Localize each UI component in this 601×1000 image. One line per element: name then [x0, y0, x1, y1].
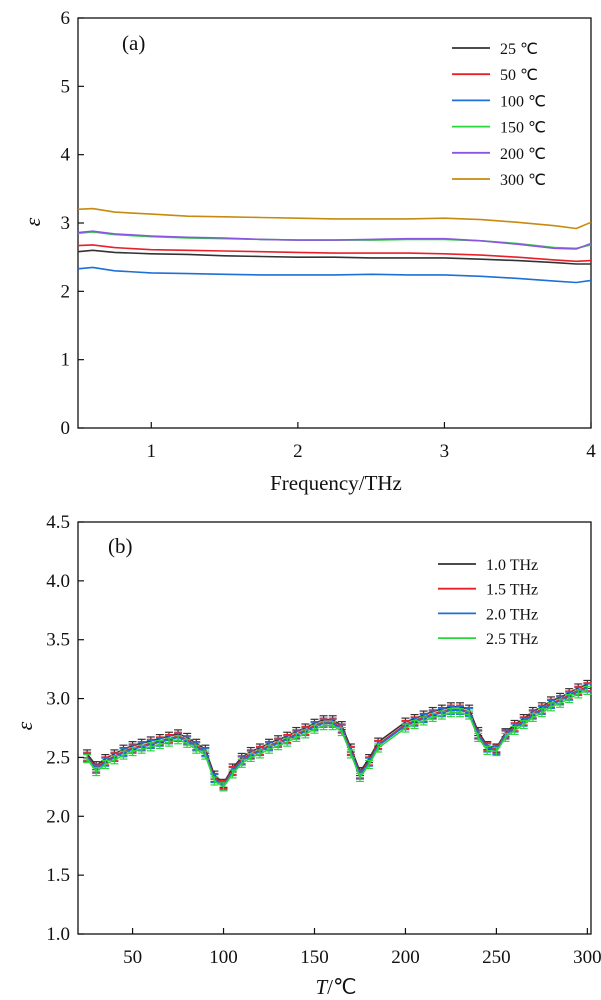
panel-b-y-axis: 1.0 1.5 2.0 2.5 3.0 3.5 4.0 4.5: [46, 512, 84, 945]
panel-a-legend: 25 ℃ 50 ℃ 100 ℃ 150 ℃ 200 ℃ 300 ℃: [452, 41, 546, 189]
x-tick-label: 2: [293, 441, 303, 462]
legend-label: 1.0 THz: [486, 557, 538, 574]
panel-b-x-axis-title: T/℃: [315, 975, 356, 999]
x-tick-label: 300: [573, 947, 601, 968]
y-tick-label: 2.0: [46, 806, 70, 827]
panel-b-legend: 1.0 THz 1.5 THz 2.0 THz 2.5 THz: [438, 557, 538, 648]
panel-a-y-axis: 0 1 2 3 4 5 6: [61, 8, 84, 439]
y-tick-label: 4: [61, 145, 71, 166]
panel-a-chart: 0 1 2 3 4 5 6 1 2 3 4 (a) Frequency/THz ε 25 ℃ 50 …: [20, 8, 596, 495]
y-tick-label: 0: [61, 418, 71, 439]
panel-b-x-axis: 50 100 150 200 250 300: [123, 928, 601, 968]
panel-b-series-group: [83, 679, 592, 792]
panel-a-label: (a): [122, 31, 145, 55]
legend-label: 100 ℃: [500, 93, 546, 110]
series-line-2.5-THz: [86, 689, 588, 788]
panel-a-x-axis: 1 2 3 4: [147, 422, 596, 462]
series-line-200: [77, 230, 592, 250]
legend-label: 25 ℃: [500, 41, 538, 58]
y-tick-label: 3: [61, 213, 71, 234]
x-tick-label: 4: [586, 441, 596, 462]
y-tick-label: 2.5: [46, 747, 70, 768]
legend-label: 150 ℃: [500, 120, 546, 137]
x-tick-label: 50: [123, 947, 142, 968]
x-tick-label: 250: [482, 947, 511, 968]
panel-a-y-axis-title: ε: [20, 217, 45, 226]
y-tick-label: 5: [61, 76, 71, 97]
y-tick-label: 3.0: [46, 689, 70, 710]
panel-b-label: (b): [108, 534, 133, 558]
series-line-25: [77, 249, 591, 265]
series-line-300: [77, 207, 592, 230]
y-tick-label: 3.5: [46, 630, 70, 651]
series-line-1.5-THz: [86, 686, 588, 786]
x-tick-label: 1: [147, 441, 157, 462]
legend-label: 2.0 THz: [486, 606, 538, 623]
y-tick-label: 4.0: [46, 571, 70, 592]
panel-b-x-axis-title-unit: /℃: [327, 975, 356, 999]
panel-b-y-axis-title: ε: [12, 721, 37, 730]
y-tick-label: 6: [61, 8, 71, 29]
x-tick-label: 150: [300, 947, 329, 968]
panel-b-x-axis-title-variable: T: [315, 975, 328, 999]
legend-label: 200 ℃: [500, 146, 546, 163]
x-tick-label: 3: [440, 441, 450, 462]
y-tick-label: 1.5: [46, 865, 70, 886]
series-line-50: [77, 244, 592, 263]
panel-a-series-group: [77, 207, 592, 284]
y-tick-label: 1: [61, 350, 71, 371]
series-line-100: [77, 266, 592, 284]
legend-label: 1.5 THz: [486, 582, 538, 599]
x-tick-label: 200: [391, 947, 420, 968]
panel-a-x-axis-title: Frequency/THz: [270, 471, 402, 495]
x-tick-label: 100: [209, 947, 238, 968]
panel-b-plot-frame: [77, 521, 592, 935]
legend-label: 2.5 THz: [486, 631, 538, 648]
panel-b-chart: 1.0 1.5 2.0 2.5 3.0 3.5 4.0 4.5 50 100 150 200 250 3…: [12, 512, 601, 999]
legend-label: 50 ℃: [500, 67, 538, 84]
y-tick-label: 4.5: [46, 512, 70, 533]
y-tick-label: 1.0: [46, 924, 70, 945]
y-tick-label: 2: [61, 281, 71, 302]
legend-label: 300 ℃: [500, 172, 546, 189]
